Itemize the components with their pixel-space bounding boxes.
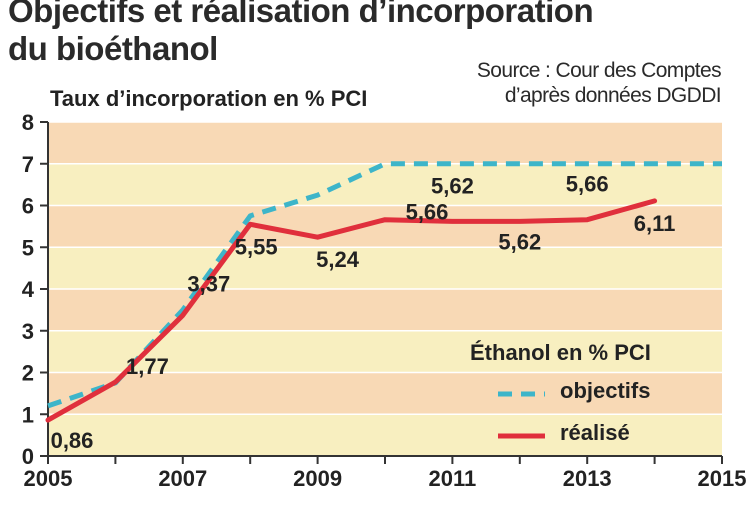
data-label-4: 5,24 bbox=[316, 247, 360, 272]
band-3 bbox=[48, 289, 722, 331]
source-line1: Source : Cour des Comptes bbox=[476, 59, 722, 82]
legend-title: Éthanol en % PCI bbox=[470, 340, 651, 365]
y-axis-label: Taux d’incorporation en % PCI bbox=[50, 86, 368, 111]
y-tick-label-3: 3 bbox=[22, 319, 34, 344]
y-tick-label-4: 4 bbox=[22, 277, 35, 302]
band-1 bbox=[48, 372, 722, 415]
y-tick-label-5: 5 bbox=[22, 235, 34, 260]
chart-title: Objectifs et réalisation d’incorporation… bbox=[8, 0, 594, 68]
data-label-6: 5,62 bbox=[431, 173, 474, 198]
band-0 bbox=[48, 414, 722, 456]
x-tick-label-2015: 2015 bbox=[698, 466, 747, 491]
y-tick-label-8: 8 bbox=[22, 110, 34, 135]
y-tick-label-2: 2 bbox=[22, 361, 34, 386]
x-tick-label-2007: 2007 bbox=[158, 466, 207, 491]
series-line-objectifs bbox=[47, 161, 722, 409]
x-tick-label-2009: 2009 bbox=[293, 466, 342, 491]
data-label-1: 1,77 bbox=[126, 354, 169, 379]
data-label-9: 6,11 bbox=[634, 211, 676, 236]
chart-title-line1: Objectifs et réalisation d’incorporation bbox=[8, 0, 594, 29]
chart-title-line2: du bioéthanol bbox=[8, 30, 218, 67]
data-label-3: 5,55 bbox=[235, 234, 278, 259]
band-7 bbox=[48, 122, 722, 164]
band-6 bbox=[48, 163, 722, 206]
source-line2: d’après données DGDDI bbox=[504, 84, 722, 107]
y-tick-label-6: 6 bbox=[22, 194, 34, 219]
legend-label-realise: réalisé bbox=[560, 420, 630, 445]
x-tick-label-2013: 2013 bbox=[563, 466, 612, 491]
data-label-0: 0,86 bbox=[51, 428, 94, 453]
y-tick-label-0: 0 bbox=[22, 444, 34, 469]
series-line-realise bbox=[45, 198, 658, 423]
data-label-2: 3,37 bbox=[187, 271, 230, 296]
data-label-8: 5,66 bbox=[566, 172, 609, 197]
x-tick-label-2005: 2005 bbox=[24, 466, 73, 491]
data-label-7: 5,62 bbox=[498, 229, 541, 254]
chart-source: Source : Cour des Comptes d’après donnée… bbox=[476, 58, 722, 108]
y-tick-label-7: 7 bbox=[22, 152, 34, 177]
band-4 bbox=[48, 247, 722, 289]
data-label-5: 5,66 bbox=[406, 200, 449, 225]
legend-label-objectifs: objectifs bbox=[560, 378, 651, 403]
y-tick-label-1: 1 bbox=[22, 402, 34, 427]
x-tick-label-2011: 2011 bbox=[429, 466, 477, 491]
